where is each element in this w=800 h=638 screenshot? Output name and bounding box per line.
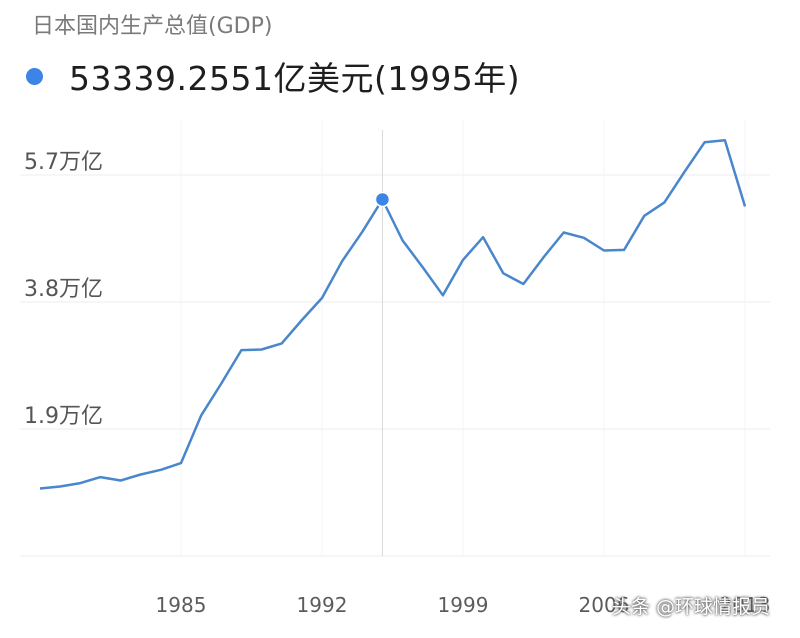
x-tick-label-0: 1985 [156,593,207,617]
chart-title: 日本国内生产总值(GDP) [32,14,273,39]
watermark: 头条 @环球情报员 [612,596,771,618]
series-points [38,138,747,490]
y-tick-label-2: 5.7万亿 [24,150,103,175]
y-axis-ticks: 1.9万亿 3.8万亿 5.7万亿 [24,150,103,429]
x-tick-label-3: 2006 [579,593,630,617]
highlight-dot-icon [26,67,43,85]
highlight-readout: 53339.2551亿美元(1995年) [26,52,520,100]
grid-lines [20,120,770,557]
highlight-value: 53339.2551亿美元(1995年) [69,59,521,98]
y-tick-label-0: 1.9万亿 [24,404,103,429]
highlight-point-marker[interactable] [374,191,391,208]
x-axis-ticks: 1985 1992 1999 2006 2013 [156,593,771,617]
x-tick-label-1: 1992 [297,593,348,617]
series-line-gdp[interactable] [39,138,747,490]
x-tick-label-2: 1999 [438,593,489,617]
x-tick-label-4: 2013 [720,593,771,617]
y-tick-label-1: 3.8万亿 [24,277,103,302]
